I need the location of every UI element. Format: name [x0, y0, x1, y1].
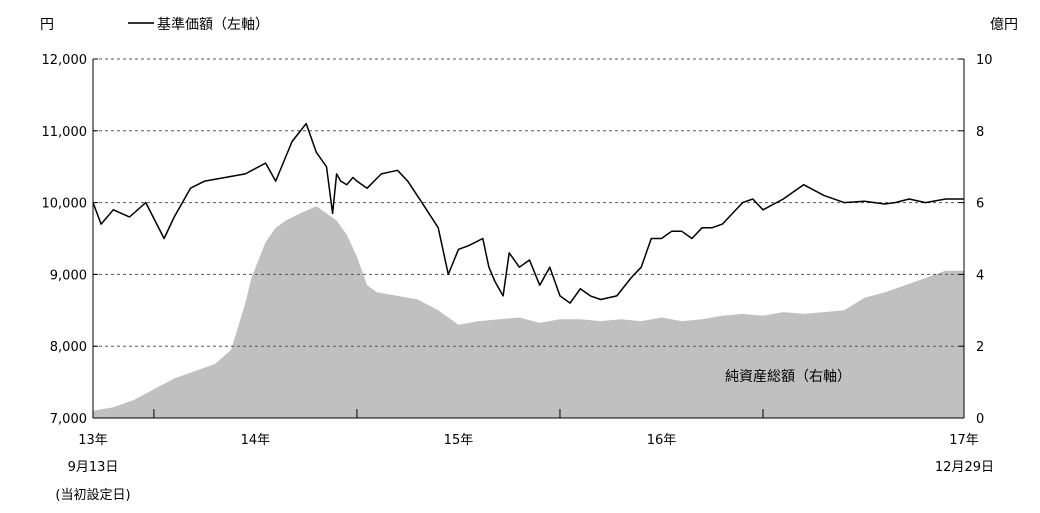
grid-layer: [93, 58, 964, 347]
nav-line-layer: [92, 122, 964, 304]
left-axis-tick-label: 11,000: [42, 125, 88, 140]
left-axis-tick-label: 8,000: [50, 340, 87, 355]
net-assets-area-layer: [93, 206, 964, 418]
axis-layer: 7,000 8,000 9,000 10,000 11,000 12,000 0 2 4 6 8 10…: [42, 53, 995, 503]
net-assets-area: [93, 206, 964, 418]
right-axis-unit: 億円: [990, 17, 1018, 33]
right-axis-tick-label: 0: [976, 412, 984, 427]
left-axis-tick-label: 12,000: [42, 53, 88, 68]
legend-nav-label: 基準価額（左軸）: [157, 16, 269, 33]
right-axis-tick-label: 6: [976, 197, 984, 212]
x-axis-tick-label: 13年: [78, 433, 108, 448]
net-assets-annotation: 純資産総額（右軸）: [725, 369, 851, 385]
right-axis-tick-label: 4: [976, 268, 984, 283]
x-axis-tick-label: 17年: [949, 433, 979, 448]
left-axis-tick-label: 7,000: [50, 412, 87, 427]
nav-line: [92, 122, 964, 304]
right-axis-tick-label: 2: [976, 340, 984, 355]
left-axis-tick-label: 9,000: [50, 268, 87, 283]
x-axis-tick-label: 15年: [444, 433, 474, 448]
left-axis-unit: 円: [40, 17, 54, 33]
x-axis-tick-label: 16年: [647, 433, 677, 448]
left-axis-tick-label: 10,000: [42, 197, 88, 212]
x-axis-tick-label: 14年: [241, 433, 271, 448]
x-axis-date-label: 12月29日: [935, 460, 994, 475]
x-axis-note-label: (当初設定日): [55, 487, 130, 503]
x-axis-date-label: 9月13日: [68, 460, 119, 475]
right-axis-tick-label: 8: [976, 125, 984, 140]
right-axis-tick-label: 10: [976, 53, 993, 68]
